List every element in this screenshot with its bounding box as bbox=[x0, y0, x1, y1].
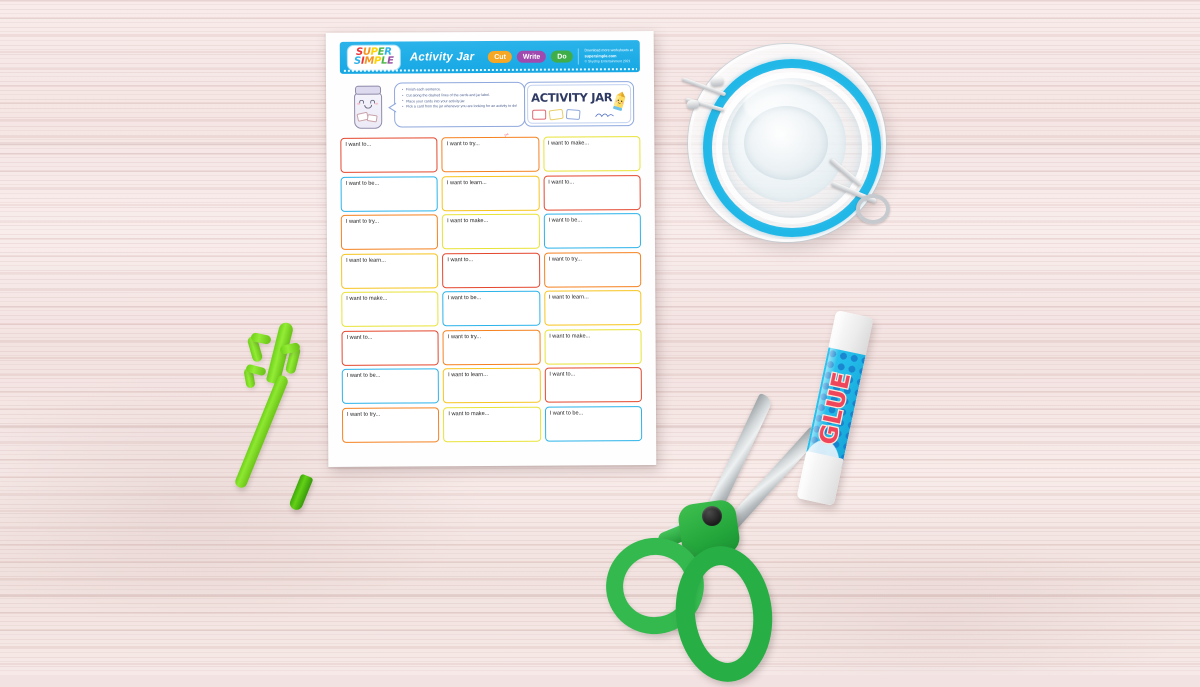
activity-card-prompt: I want to make... bbox=[547, 140, 590, 147]
activity-card-prompt: I want to try... bbox=[346, 411, 381, 418]
activity-card[interactable]: I want to be... bbox=[543, 213, 641, 249]
jar-mascot-icon bbox=[350, 84, 384, 129]
instruction-speech-bubble: Finish each sentence. Cut along the dash… bbox=[393, 81, 526, 128]
activity-card[interactable]: I want to try... bbox=[341, 406, 440, 443]
activity-card-prompt: I want to be... bbox=[548, 217, 583, 224]
activity-card-prompt: I want to... bbox=[345, 141, 372, 149]
jar-label-cutout: ACTIVITY JAR bbox=[523, 81, 635, 127]
activity-card-prompt: I want to make... bbox=[549, 333, 591, 340]
activity-card-prompt: I want to be... bbox=[447, 295, 482, 302]
jar-gasket-ring bbox=[703, 59, 881, 237]
activity-card[interactable]: I want to try... bbox=[441, 136, 540, 173]
activity-card-prompt: I want to try... bbox=[548, 256, 582, 263]
activity-card-prompt: I want to try... bbox=[446, 141, 480, 148]
activity-card-prompt: I want to try... bbox=[447, 333, 482, 340]
worksheet-title: Activity Jar bbox=[409, 51, 475, 64]
worksheet-header-bar: SUPER SIMPLE Activity Jar Cut Write Do D… bbox=[339, 40, 640, 74]
jar-clasp-upper bbox=[680, 71, 744, 121]
activity-card-prompt: I want to try... bbox=[345, 218, 380, 226]
activity-card[interactable]: I want to... bbox=[341, 329, 440, 366]
activity-card[interactable]: I want to be... bbox=[340, 175, 439, 212]
activity-card[interactable]: I want to... bbox=[543, 174, 641, 211]
scissors-screw bbox=[702, 506, 722, 526]
activity-card[interactable]: I want to make... bbox=[442, 213, 540, 250]
instruction-step: Pick a card from the jar whenever you ar… bbox=[402, 104, 519, 111]
pencil-character-icon bbox=[613, 91, 626, 111]
worksheet-credit: Download more worksheets at supersimple.… bbox=[577, 47, 633, 65]
activity-card-prompt: I want to be... bbox=[345, 180, 380, 187]
activity-card-prompt: I want to... bbox=[346, 334, 373, 341]
cactus-pen bbox=[228, 312, 320, 524]
activity-card[interactable]: I want to learn... bbox=[543, 290, 642, 326]
activity-type-pills: Cut Write Do bbox=[488, 50, 573, 64]
activity-card[interactable]: I want to make... bbox=[443, 406, 541, 442]
activity-card[interactable]: I want to learn... bbox=[443, 367, 541, 404]
pill-do: Do bbox=[551, 50, 573, 63]
activity-card[interactable]: I want to learn... bbox=[341, 252, 439, 289]
activity-card-prompt: I want to... bbox=[447, 256, 474, 263]
activity-card-prompt: I want to be... bbox=[549, 410, 584, 417]
glue-stick-body: GLUE bbox=[796, 310, 874, 506]
activity-card[interactable]: I want to make... bbox=[544, 328, 642, 365]
label-paper-slips-icon bbox=[532, 108, 581, 121]
glass-jar bbox=[676, 36, 894, 258]
activity-card[interactable]: I want to make... bbox=[542, 136, 641, 172]
activity-card[interactable]: I want to... bbox=[442, 252, 540, 288]
jar-clasp-lower bbox=[822, 157, 890, 224]
pen-cap bbox=[287, 473, 314, 512]
squiggle-icon bbox=[595, 113, 614, 118]
activity-card[interactable]: I want to be... bbox=[341, 368, 440, 404]
super-simple-logo: SUPER SIMPLE bbox=[347, 45, 400, 70]
pill-cut: Cut bbox=[488, 50, 512, 64]
activity-card-prompt: I want to be... bbox=[346, 372, 381, 380]
activity-card-prompt: I want to make... bbox=[448, 410, 490, 417]
jar-label-text: ACTIVITY JAR bbox=[531, 90, 613, 105]
activity-card[interactable]: I want to try... bbox=[442, 329, 541, 365]
activity-jar-worksheet: SUPER SIMPLE Activity Jar Cut Write Do D… bbox=[325, 31, 657, 467]
activity-card-prompt: I want to... bbox=[548, 179, 575, 186]
scissors bbox=[593, 378, 822, 687]
activity-card-prompt: I want to learn... bbox=[346, 257, 386, 264]
activity-card-prompt: I want to... bbox=[549, 371, 576, 378]
pill-write: Write bbox=[516, 50, 547, 63]
activity-card-prompt: I want to learn... bbox=[448, 372, 488, 379]
activity-card[interactable]: I want to learn... bbox=[441, 175, 540, 211]
instruction-band: Finish each sentence. Cut along the dash… bbox=[350, 81, 635, 185]
activity-card[interactable]: I want to try... bbox=[543, 251, 642, 288]
activity-card[interactable]: I want to be... bbox=[442, 290, 541, 327]
pen-shaft bbox=[233, 373, 290, 490]
activity-card[interactable]: I want to... bbox=[340, 137, 438, 173]
activity-card-prompt: I want to learn... bbox=[446, 179, 487, 186]
activity-card[interactable]: I want to try... bbox=[340, 214, 439, 250]
activity-card-prompt: I want to make... bbox=[346, 295, 388, 303]
activity-card-prompt: I want to make... bbox=[447, 218, 489, 225]
activity-card[interactable]: I want to make... bbox=[341, 291, 439, 327]
credit-line-3: © Skyship Entertainment 2021 bbox=[584, 58, 631, 63]
activity-card-prompt: I want to learn... bbox=[548, 294, 589, 301]
glue-stick: GLUE bbox=[792, 310, 888, 510]
